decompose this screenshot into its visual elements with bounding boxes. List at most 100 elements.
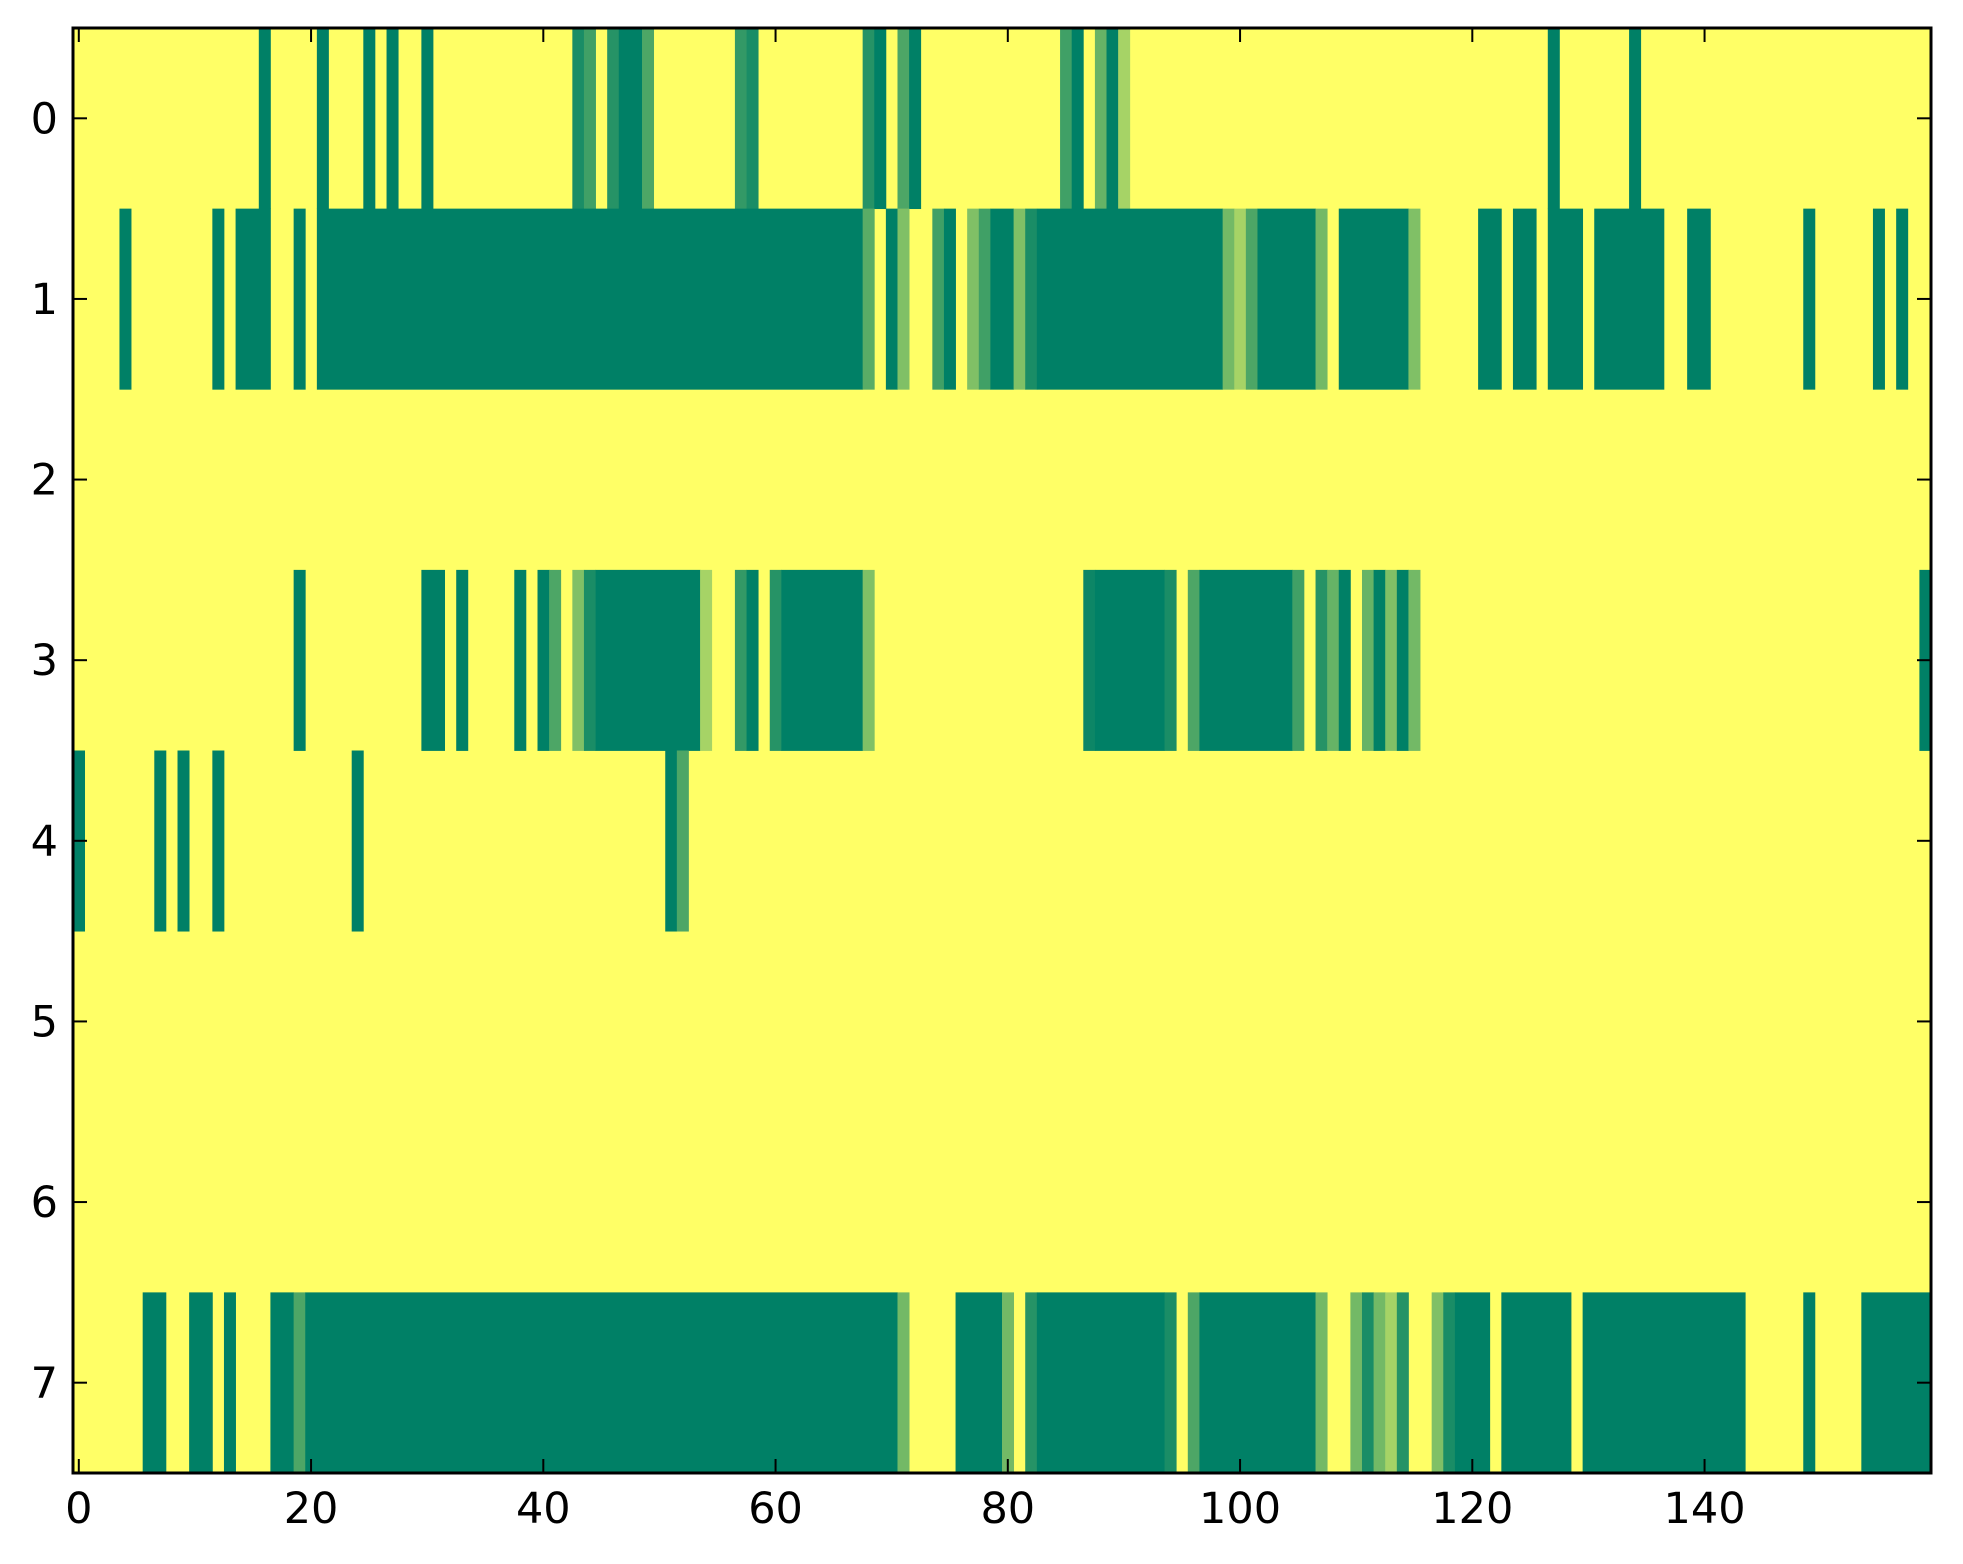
heatmap-cell	[1594, 208, 1665, 390]
heatmap-cell	[1454, 1292, 1491, 1474]
y-tick-label: 5	[31, 997, 58, 1047]
heatmap-cell	[1327, 569, 1340, 751]
heatmap-cell	[1443, 1292, 1456, 1474]
heatmap-cell	[618, 28, 643, 210]
heatmap-cell	[1373, 569, 1386, 751]
heatmap-cell	[897, 1292, 910, 1474]
heatmap-cell	[189, 1292, 213, 1474]
x-tick-label: 100	[1199, 1484, 1281, 1534]
heatmap-cell	[235, 208, 271, 390]
heatmap-cell	[293, 208, 306, 390]
heatmap-cell	[1292, 569, 1305, 751]
heatmap-cell	[665, 750, 678, 932]
heatmap-cell	[1083, 569, 1096, 751]
heatmap-cell	[572, 28, 585, 210]
heatmap-cell	[943, 208, 956, 390]
heatmap-cell	[293, 569, 306, 751]
heatmap-cell	[456, 569, 469, 751]
y-tick-label: 3	[31, 636, 58, 686]
heatmap-cell	[1547, 208, 1584, 390]
heatmap-cell	[967, 208, 980, 390]
heatmap-cell	[595, 569, 701, 751]
y-tick-label: 2	[31, 456, 58, 506]
heatmap-cell	[316, 208, 864, 390]
heatmap-cell	[1361, 1292, 1374, 1474]
heatmap-cell	[1013, 208, 1026, 390]
heatmap-cell	[1106, 28, 1119, 210]
heatmap-cell	[177, 750, 190, 932]
heatmap-cell	[421, 569, 446, 751]
x-tick-label: 120	[1431, 1484, 1513, 1534]
heatmap-cell	[1315, 208, 1328, 390]
heatmap-cell	[1094, 28, 1107, 210]
heatmap-cell	[1338, 208, 1409, 390]
heatmap-cell	[293, 1292, 306, 1474]
heatmap-cell	[270, 1292, 295, 1474]
heatmap-cell	[212, 750, 225, 932]
heatmap-cell	[862, 569, 875, 751]
heatmap-cell	[897, 28, 910, 210]
heatmap-cell	[1396, 569, 1409, 751]
heatmap-cell	[351, 750, 364, 932]
heatmap-cell	[1315, 569, 1328, 751]
heatmap-cell	[583, 569, 596, 751]
heatmap-cell	[1385, 1292, 1398, 1474]
heatmap-cell	[1036, 1292, 1165, 1474]
plot-frame	[71, 26, 1933, 1475]
heatmap-cell	[990, 208, 1015, 390]
heatmap-cell	[1257, 208, 1316, 390]
heatmap-cell	[258, 28, 271, 210]
heatmap-cell	[1315, 1292, 1328, 1474]
heatmap-cell	[642, 28, 655, 210]
heatmap-cell	[978, 208, 991, 390]
x-axis-tick-labels: 0 20 40 60 80 100 120 140	[65, 1484, 1745, 1534]
y-axis-tick-labels: 0 1 2 3 4 5 6 7	[31, 94, 58, 1408]
heatmap-cell	[583, 28, 596, 210]
heatmap-cell	[1199, 569, 1293, 751]
heatmap-cell	[1385, 569, 1398, 751]
heatmap-cell	[1547, 28, 1560, 210]
heatmap-cell	[223, 1292, 236, 1474]
heatmap-cell	[897, 208, 910, 390]
heatmap-cell	[305, 1292, 898, 1474]
x-tick-label: 20	[284, 1484, 339, 1534]
heatmap-cell	[316, 28, 329, 210]
heatmap-cell	[955, 1292, 1003, 1474]
heatmap-cell	[1687, 208, 1711, 390]
heatmap-cell	[1164, 1292, 1177, 1474]
heatmap-cell	[549, 569, 562, 751]
heatmap-cell	[421, 28, 434, 210]
heatmap-cell	[932, 208, 945, 390]
heatmap-cell	[874, 28, 887, 210]
heatmap-cell	[1350, 1292, 1363, 1474]
heatmap-cell	[1408, 569, 1421, 751]
heatmap-cell	[746, 28, 759, 210]
heatmap-cell	[607, 28, 620, 210]
heatmap-cell	[1245, 208, 1258, 390]
heatmap-cell	[734, 28, 747, 210]
heatmap-cell	[862, 28, 875, 210]
x-tick-label: 60	[748, 1484, 803, 1534]
heatmap-cell	[885, 208, 898, 390]
heatmap-cell	[1094, 569, 1165, 751]
heatmap-cell	[1803, 1292, 1816, 1474]
heatmap-cell	[769, 569, 782, 751]
axis-ticks	[73, 28, 1931, 1473]
heatmap-cell	[386, 28, 399, 210]
heatmap-cell	[1629, 28, 1642, 210]
heatmap-cell	[746, 569, 759, 751]
heatmap-cell	[1187, 1292, 1200, 1474]
x-tick-label: 140	[1664, 1484, 1746, 1534]
heatmap-cell	[1872, 208, 1885, 390]
heatmap-cell	[1002, 1292, 1015, 1474]
heatmap-cell	[1373, 1292, 1386, 1474]
heatmap-cell	[734, 569, 747, 751]
heatmap-cell	[1025, 1292, 1038, 1474]
heatmap-cell	[909, 28, 922, 210]
heatmap-cell	[1896, 208, 1909, 390]
y-tick-label: 7	[31, 1359, 58, 1409]
heatmap-cell	[1187, 569, 1200, 751]
heatmap-cell	[676, 750, 689, 932]
heatmap-cell	[212, 208, 225, 390]
heatmap-cell	[142, 1292, 167, 1474]
